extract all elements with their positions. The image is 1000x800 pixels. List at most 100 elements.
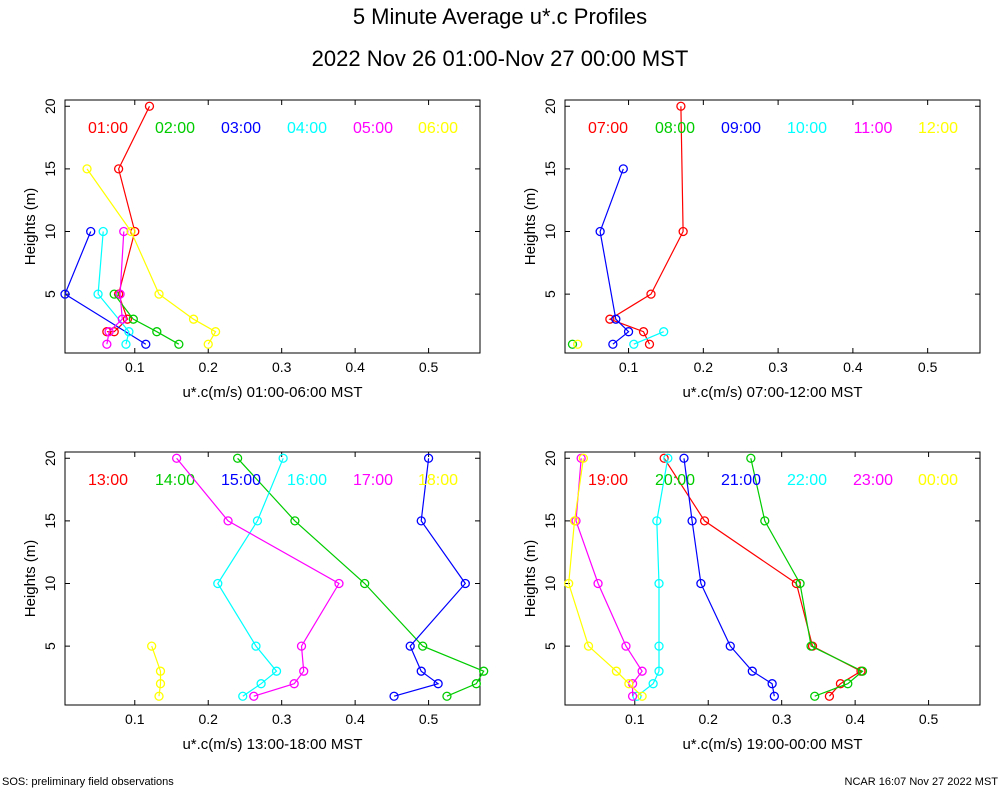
y-axis-label: Heights (m) xyxy=(522,540,539,618)
data-point xyxy=(767,679,777,689)
data-point xyxy=(479,666,489,676)
y-tick-label: 5 xyxy=(542,642,558,650)
data-point xyxy=(102,339,112,349)
series-line xyxy=(151,645,162,697)
data-point xyxy=(835,679,846,689)
data-point xyxy=(109,289,119,299)
data-point xyxy=(627,691,638,701)
data-point xyxy=(213,578,223,589)
data-point xyxy=(608,339,618,349)
series-line xyxy=(113,293,180,345)
series-line xyxy=(64,231,147,345)
data-point xyxy=(593,578,603,589)
data-point xyxy=(629,339,639,349)
data-point xyxy=(154,289,164,299)
data-point xyxy=(98,226,108,237)
y-tick-label: 15 xyxy=(542,513,558,529)
chart-subtitle: 2022 Nov 26 01:00-Nov 27 00:00 MST xyxy=(311,46,689,71)
data-point xyxy=(611,666,622,676)
x-tick-label: 0.5 xyxy=(918,359,938,375)
data-point xyxy=(573,339,583,349)
data-point xyxy=(141,339,151,349)
plot-frame xyxy=(564,99,981,354)
data-point xyxy=(471,679,481,689)
x-tick-label: 0.2 xyxy=(198,711,218,727)
data-point xyxy=(252,516,263,526)
y-tick-label: 20 xyxy=(542,450,558,466)
data-point xyxy=(843,679,853,689)
data-point xyxy=(278,453,288,463)
data-point xyxy=(578,453,589,463)
data-point xyxy=(296,641,307,651)
y-axis-label: Heights (m) xyxy=(22,188,39,266)
y-tick-label: 10 xyxy=(42,576,58,592)
data-point xyxy=(104,327,114,337)
legend-entry: 14:00 xyxy=(155,472,195,489)
x-tick-label: 0.5 xyxy=(419,711,439,727)
data-point xyxy=(696,578,706,589)
data-point xyxy=(334,578,344,589)
data-point xyxy=(769,691,779,701)
data-point xyxy=(618,164,628,174)
x-tick-label: 0.3 xyxy=(772,711,792,727)
data-point xyxy=(611,314,621,324)
legend-entry: 00:00 xyxy=(918,472,958,489)
data-point xyxy=(583,641,594,651)
x-tick-label: 0.1 xyxy=(625,711,645,727)
x-axis-label: u*.c(m/s) 13:00-18:00 MST xyxy=(182,736,362,753)
data-point xyxy=(699,516,710,526)
x-tick-label: 0.5 xyxy=(419,359,439,375)
data-point xyxy=(223,516,233,526)
legend-entry: 22:00 xyxy=(787,472,827,489)
data-point xyxy=(637,691,647,701)
y-tick-label: 10 xyxy=(542,576,558,592)
legend-entry: 18:00 xyxy=(418,472,458,489)
data-point xyxy=(637,666,647,676)
data-point xyxy=(567,339,578,349)
x-tick-label: 0.1 xyxy=(125,359,145,375)
legend-entry: 08:00 xyxy=(655,120,695,137)
data-point xyxy=(147,641,157,651)
data-point xyxy=(109,327,119,337)
data-point xyxy=(795,578,805,589)
series-line xyxy=(608,106,684,345)
data-point xyxy=(251,641,261,651)
series-line xyxy=(750,458,864,697)
y-tick-label: 20 xyxy=(42,450,58,466)
legend-entry: 09:00 xyxy=(721,120,761,137)
data-point xyxy=(648,679,658,689)
data-point xyxy=(595,226,605,237)
x-tick-label: 0.1 xyxy=(619,359,639,375)
data-point xyxy=(760,516,770,526)
data-point xyxy=(725,641,735,651)
data-point xyxy=(442,691,452,701)
data-point xyxy=(687,516,697,526)
data-point xyxy=(416,666,426,676)
y-tick-label: 10 xyxy=(42,224,58,240)
data-point xyxy=(155,666,166,676)
legend-entry: 05:00 xyxy=(353,120,393,137)
data-point xyxy=(82,164,92,174)
data-point xyxy=(124,327,134,337)
legend-entry: 13:00 xyxy=(88,472,128,489)
data-point xyxy=(154,691,164,701)
legend-entry: 21:00 xyxy=(721,472,761,489)
data-point xyxy=(416,516,426,526)
plot-frame xyxy=(64,99,481,354)
series-line xyxy=(599,168,630,345)
data-point xyxy=(644,339,655,349)
data-point xyxy=(659,327,669,337)
legend-entry: 12:00 xyxy=(918,120,958,137)
data-point xyxy=(271,666,282,676)
data-point xyxy=(171,453,182,463)
series-line xyxy=(217,458,284,697)
data-point xyxy=(117,314,127,324)
legend-entry: 15:00 xyxy=(221,472,261,489)
data-point xyxy=(433,679,443,689)
data-point xyxy=(646,289,656,299)
data-point xyxy=(632,691,642,701)
x-tick-label: 0.2 xyxy=(694,359,714,375)
data-point xyxy=(126,226,136,237)
data-point xyxy=(746,453,756,463)
